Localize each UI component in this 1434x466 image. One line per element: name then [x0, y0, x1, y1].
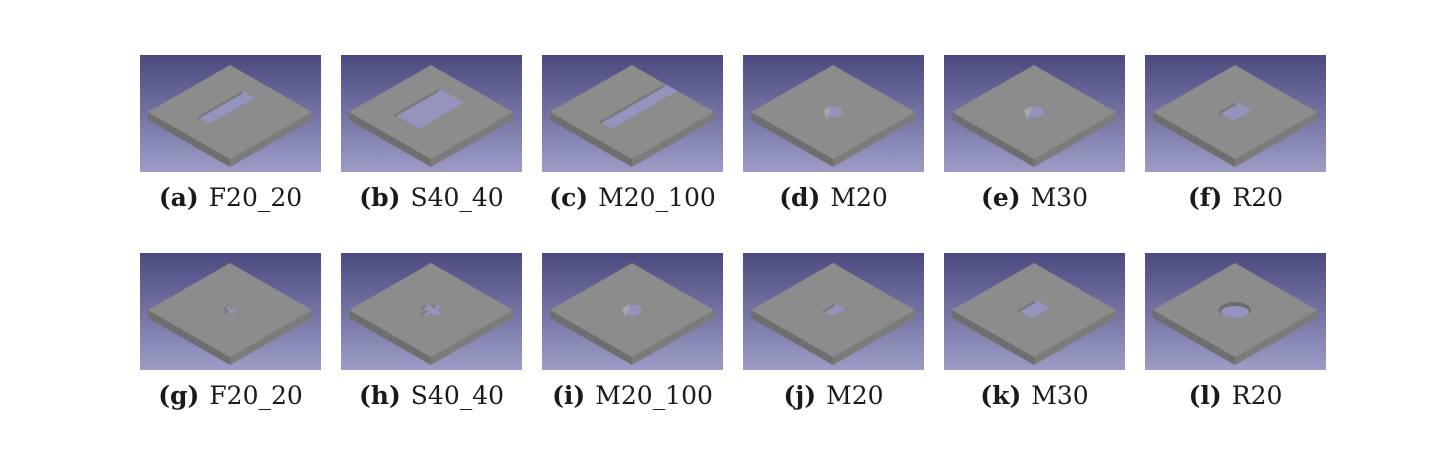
figure-panel: (e) M30 — [944, 55, 1125, 212]
plate-render — [1145, 55, 1326, 172]
panel-label: (l) — [1188, 381, 1222, 410]
panel-label: (j) — [783, 381, 817, 410]
panel-name: R20 — [1232, 183, 1284, 212]
plate-render — [944, 55, 1125, 172]
panel-caption: (g) F20_20 — [120, 381, 341, 411]
figure-panel: (f) R20 — [1145, 55, 1326, 212]
panel-label: (c) — [549, 183, 589, 212]
figure-panel: (i) M20_100 — [542, 253, 723, 410]
panel-name: M20_100 — [595, 381, 713, 410]
panel-label: (d) — [779, 183, 821, 212]
plate-render — [944, 253, 1125, 370]
plate-render — [140, 55, 321, 172]
figure-panel: (a) F20_20 — [140, 55, 321, 212]
figure-panel: (c) M20_100 — [542, 55, 723, 212]
panel-name: R20 — [1231, 381, 1283, 410]
panel-label: (i) — [552, 381, 586, 410]
panel-caption: (e) M30 — [924, 183, 1145, 213]
panel-caption: (l) R20 — [1125, 381, 1346, 411]
figure-panel: (b) S40_40 — [341, 55, 522, 212]
plate-render — [743, 55, 924, 172]
panel-label: (h) — [358, 381, 401, 410]
panel-name: M20_100 — [598, 183, 716, 212]
figure-grid: (a) F20_20 (b) S40_40 (c) M20_100 (d) M20 (e) M30… — [140, 55, 1326, 425]
panel-name: M20 — [826, 381, 884, 410]
panel-label: (f) — [1187, 183, 1223, 212]
plate-render — [542, 253, 723, 370]
panel-caption: (b) S40_40 — [321, 183, 542, 213]
figure-panel: (d) M20 — [743, 55, 924, 212]
panel-caption: (f) R20 — [1125, 183, 1346, 213]
panel-name: S40_40 — [410, 183, 504, 212]
panel-caption: (j) M20 — [723, 381, 944, 411]
panel-name: M20 — [830, 183, 888, 212]
plate-render — [140, 253, 321, 370]
panel-label: (b) — [359, 183, 401, 212]
figure-panel: (k) M30 — [944, 253, 1125, 410]
panel-caption: (k) M30 — [924, 381, 1145, 411]
panel-caption: (d) M20 — [723, 183, 944, 213]
panel-name: M30 — [1031, 381, 1089, 410]
panel-caption: (c) M20_100 — [522, 183, 743, 213]
plate-render — [341, 55, 522, 172]
figure-panel: (g) F20_20 — [140, 253, 321, 410]
panel-label: (k) — [980, 381, 1022, 410]
panel-name: F20_20 — [208, 183, 303, 212]
panel-caption: (h) S40_40 — [321, 381, 542, 411]
panel-label: (a) — [158, 183, 199, 212]
panel-caption: (a) F20_20 — [120, 183, 341, 213]
plate-render — [1145, 253, 1326, 370]
panel-name: S40_40 — [410, 381, 505, 410]
plate-render — [341, 253, 522, 370]
panel-label: (e) — [981, 183, 1021, 212]
panel-name: M30 — [1030, 183, 1088, 212]
figure-panel: (h) S40_40 — [341, 253, 522, 410]
panel-name: F20_20 — [209, 381, 303, 410]
plate-render — [743, 253, 924, 370]
panel-label: (g) — [158, 381, 200, 410]
figure-panel: (j) M20 — [743, 253, 924, 410]
plate-render — [542, 55, 723, 172]
panel-caption: (i) M20_100 — [522, 381, 743, 411]
figure-panel: (l) R20 — [1145, 253, 1326, 410]
